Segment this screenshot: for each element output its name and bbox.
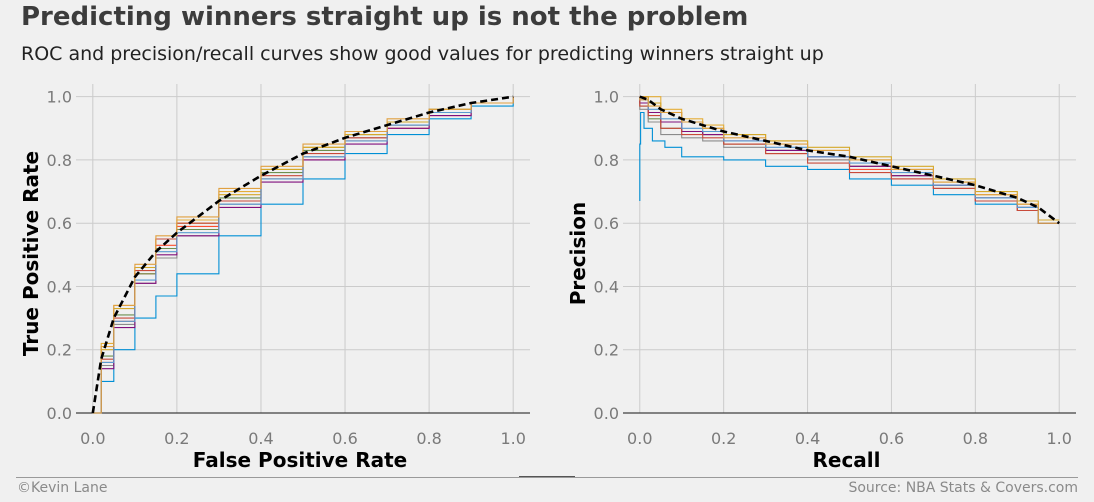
x-tick-label: 0.8 bbox=[963, 429, 988, 448]
x-tick-label: 0.0 bbox=[80, 429, 105, 448]
page-title: Predicting winners straight up is not th… bbox=[21, 2, 749, 32]
precision_recall-panel: 0.0 0.2 0.4 0.6 0.8 1.0 0.0 0.2 0.4 0.6 0.8 1.0 Reca… bbox=[566, 84, 1076, 472]
footer-divider bbox=[16, 477, 1078, 478]
x-tick-label: 0.4 bbox=[248, 429, 273, 448]
y-tick-label: 0.8 bbox=[594, 151, 619, 170]
x-tick-label: 0.8 bbox=[416, 429, 441, 448]
roc-series-line bbox=[92, 96, 514, 414]
y-tick-label: 0.0 bbox=[594, 404, 619, 423]
y-tick-label: 0.6 bbox=[47, 214, 72, 233]
x-tick-label: 0.6 bbox=[879, 429, 904, 448]
y-tick-label: 0.0 bbox=[47, 404, 72, 423]
y-tick-label: 0.2 bbox=[47, 341, 72, 360]
x-tick-label: 0.2 bbox=[711, 429, 736, 448]
precision_recall-series-line bbox=[639, 111, 1060, 224]
x-axis-label: Recall bbox=[812, 448, 880, 472]
y-axis-label: Precision bbox=[566, 202, 590, 306]
x-tick-label: 1.0 bbox=[1046, 429, 1071, 448]
x-tick-label: 0.4 bbox=[795, 429, 820, 448]
y-tick-label: 0.6 bbox=[594, 214, 619, 233]
roc-panel: 0.0 0.2 0.4 0.6 0.8 1.0 0.0 0.2 0.4 0.6 0.8 1.0 Fals… bbox=[19, 84, 530, 472]
page-subtitle: ROC and precision/recall curves show goo… bbox=[21, 43, 824, 65]
precision_recall-mean-line bbox=[639, 95, 1060, 225]
footer-credit: ©Kevin Lane bbox=[17, 480, 108, 496]
y-axis-label: True Positive Rate bbox=[19, 151, 43, 356]
x-tick-label: 0.0 bbox=[627, 429, 652, 448]
footer-source: Source: NBA Stats & Covers.com bbox=[848, 480, 1078, 496]
footer-divider-accent bbox=[519, 476, 575, 477]
y-tick-label: 0.8 bbox=[47, 151, 72, 170]
y-tick-label: 0.4 bbox=[47, 277, 72, 296]
x-axis-label: False Positive Rate bbox=[193, 448, 407, 472]
y-tick-label: 0.2 bbox=[594, 341, 619, 360]
x-tick-label: 1.0 bbox=[500, 429, 525, 448]
charts-canvas: 0.0 0.2 0.4 0.6 0.8 1.0 0.0 0.2 0.4 0.6 0.8 1.0 Fals… bbox=[19, 84, 1076, 472]
y-tick-label: 1.0 bbox=[47, 88, 72, 107]
x-tick-label: 0.2 bbox=[164, 429, 189, 448]
y-tick-label: 1.0 bbox=[594, 88, 619, 107]
y-tick-label: 0.4 bbox=[594, 277, 619, 296]
x-tick-label: 0.6 bbox=[332, 429, 357, 448]
roc-mean-line bbox=[91, 95, 514, 414]
